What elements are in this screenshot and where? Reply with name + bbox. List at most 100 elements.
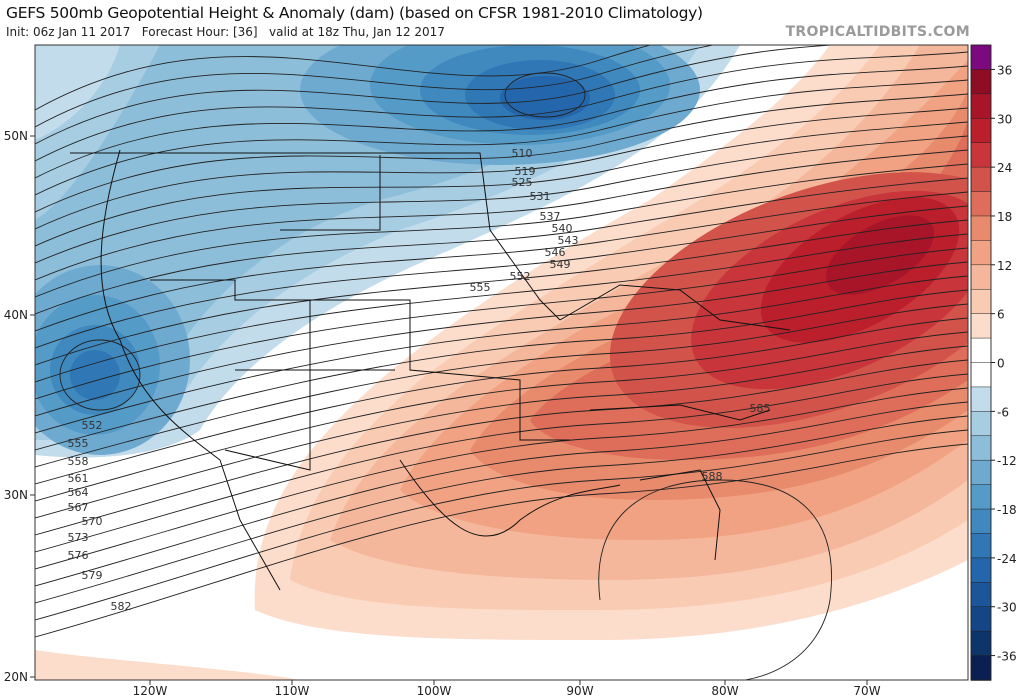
latitude-label: 40N [4, 308, 28, 322]
contour-line [35, 401, 968, 587]
contour-line [35, 79, 968, 196]
contour-line [35, 261, 968, 417]
contour-line [35, 135, 968, 264]
contour-label: 555 [470, 281, 491, 294]
contour-label: 549 [550, 258, 571, 271]
brand-watermark: TROPICALTIDBITS.COM [785, 24, 970, 40]
contour-line [35, 45, 715, 128]
contour-label: 558 [68, 455, 89, 468]
latitude-label: 20N [4, 670, 28, 684]
contour-label: 564 [68, 486, 89, 499]
colorbar-swatch [970, 655, 992, 681]
longitude-label: 90W [566, 684, 593, 696]
anomaly-colorbar: 36 30 24 18 12 6 0 -6 -12 -18 -24 -30 -36 [970, 44, 1017, 681]
colorbar-swatch [970, 557, 992, 584]
contour-line [35, 275, 968, 434]
colorbar-swatch [970, 411, 992, 437]
contour-line [35, 121, 968, 247]
contour-label: 570 [82, 515, 103, 528]
colorbar-label: -30 [997, 601, 1017, 615]
colorbar-swatch [970, 582, 992, 608]
colorbar-swatch [970, 533, 992, 559]
contour-line [504, 72, 586, 118]
forecast-info: Init: 06z Jan 11 2017 Forecast Hour: [36… [6, 25, 445, 39]
longitude-label: 110W [275, 684, 310, 696]
colorbar-label: 30 [997, 112, 1012, 126]
contour-label: 552 [82, 419, 103, 432]
contour-line [35, 373, 968, 553]
colorbar-swatch [970, 44, 992, 71]
colorbar-swatch [970, 484, 992, 510]
longitude-label: 100W [417, 684, 452, 696]
colorbar-label: 6 [997, 308, 1005, 322]
contour-label: 537 [540, 210, 561, 223]
colorbar-swatch [970, 288, 992, 315]
colorbar-label: 18 [997, 210, 1012, 224]
colorbar-swatch [970, 118, 992, 144]
contour-line [35, 177, 968, 315]
colorbar-swatch [970, 362, 992, 388]
longitude-label: 120W [133, 684, 168, 696]
colorbar-swatch [970, 630, 992, 657]
anomaly-shading: 5105195255315375405435465495525555525555… [35, 45, 968, 680]
state-borders [70, 149, 791, 591]
colorbar-swatch [970, 191, 992, 217]
contour-line [598, 479, 832, 680]
contour-label: 531 [530, 190, 551, 203]
contour-line [35, 233, 968, 383]
contour-label: 543 [558, 234, 579, 247]
contour-line [35, 443, 968, 638]
contour-line [35, 45, 841, 145]
contour-label: 588 [702, 470, 723, 483]
contour-line [35, 107, 968, 230]
latitude-label: 30N [4, 488, 28, 502]
contour-line [59, 339, 141, 411]
contour-label: 525 [512, 176, 533, 189]
colorbar-label: 0 [997, 357, 1005, 371]
latitude-label: 50N [4, 129, 28, 143]
contour-label: 567 [68, 501, 89, 514]
contour-label: 555 [68, 437, 89, 450]
contour-label: 573 [68, 531, 89, 544]
contour-label: 510 [512, 147, 533, 160]
contour-line [35, 359, 968, 536]
colorbar-swatch [970, 69, 992, 95]
colorbar-label: -18 [997, 503, 1017, 517]
contour-line [35, 289, 968, 451]
map-frame [34, 44, 969, 681]
contour-line [35, 345, 968, 519]
contour-line [35, 303, 968, 468]
colorbar-label: 12 [997, 259, 1012, 273]
colorbar-label: -6 [997, 405, 1009, 419]
colorbar-swatch [970, 93, 992, 120]
colorbar-swatch [970, 386, 992, 413]
colorbar-swatch [970, 215, 992, 242]
contour-line [35, 429, 968, 621]
contour-line [35, 93, 968, 213]
axis-labels: 50N 40N 30N 20N 120W 110W 100W 90W 80W 70W [4, 129, 881, 696]
colorbar-swatch [970, 166, 992, 193]
colorbar-swatch [970, 337, 992, 364]
colorbar-label: -36 [997, 650, 1017, 664]
colorbar-swatch [970, 606, 992, 632]
contour-label: 546 [545, 246, 566, 259]
colorbar-swatch [970, 264, 992, 290]
contour-line [35, 317, 968, 485]
contour-line [35, 247, 968, 400]
contour-label: 582 [111, 600, 132, 613]
contour-label: 540 [552, 222, 573, 235]
colorbar-label: -12 [997, 454, 1017, 468]
contour-label: 579 [82, 569, 103, 582]
contour-line [35, 45, 652, 111]
chart-title: GEFS 500mb Geopotential Height & Anomaly… [6, 4, 703, 22]
colorbar-label: 24 [997, 161, 1012, 175]
contour-label: 519 [515, 165, 536, 178]
contour-label: 561 [68, 472, 89, 485]
colorbar-label: -24 [997, 552, 1017, 566]
colorbar-swatch [970, 459, 992, 486]
contour-line [35, 191, 968, 332]
colorbar-swatch [970, 508, 992, 535]
colorbar-swatch [970, 313, 992, 339]
contour-line [35, 415, 968, 604]
